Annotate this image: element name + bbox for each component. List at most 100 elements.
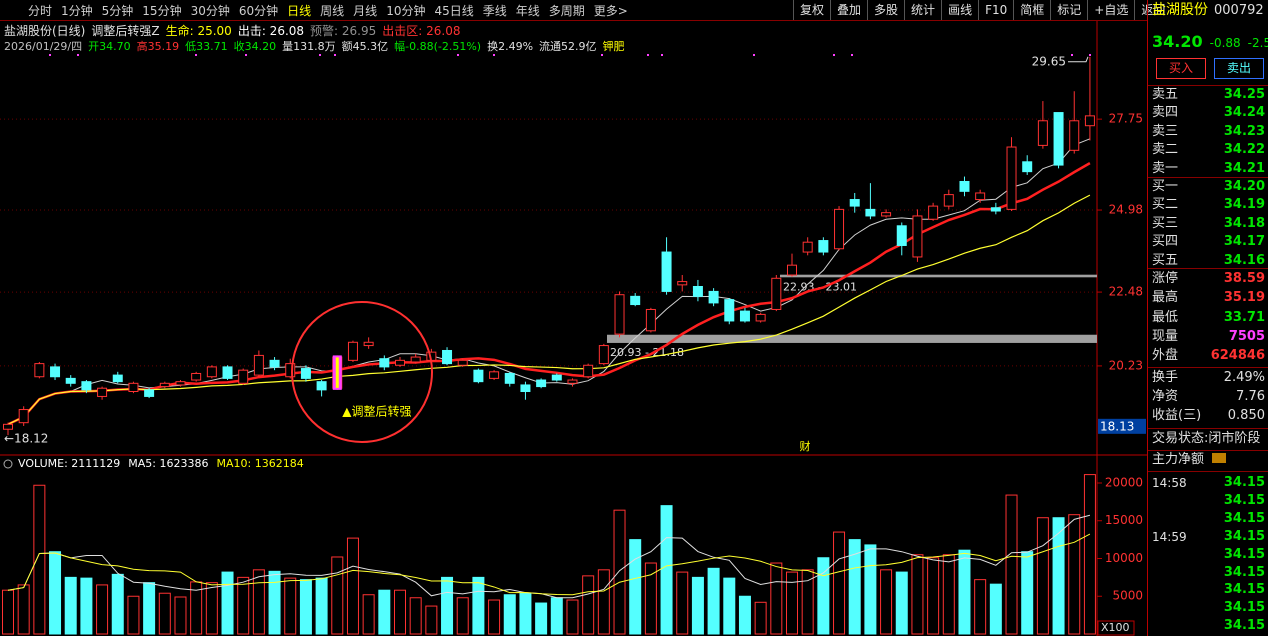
candle-body — [191, 372, 202, 381]
header-item: 出击: 26.08 — [237, 24, 305, 38]
candle-body — [128, 382, 139, 393]
fund-value: 0.850 — [1227, 408, 1265, 423]
order-book-row: 卖二 34.22 — [1152, 141, 1265, 159]
tool-button[interactable]: +自选 — [1087, 0, 1134, 20]
volume-bar — [205, 582, 218, 635]
volume-legend: MA10: 1362184 — [216, 457, 303, 470]
period-tab[interactable]: 15分钟 — [142, 3, 182, 18]
period-tab[interactable]: 60分钟 — [238, 3, 279, 18]
period-tab[interactable]: 年线 — [515, 3, 540, 18]
book-label: 卖二 — [1152, 142, 1179, 158]
trade-price: 34.15 — [1223, 475, 1265, 490]
tool-button[interactable]: 画线 — [941, 0, 978, 20]
volume-bar — [1083, 474, 1096, 635]
signal-dot — [245, 54, 247, 56]
period-tab[interactable]: 周线 — [320, 3, 345, 18]
candle-body — [1069, 120, 1080, 151]
volume-bar — [629, 539, 642, 635]
period-tab[interactable]: 日线 — [287, 3, 312, 18]
period-tab[interactable]: 10分钟 — [386, 3, 426, 18]
tool-button[interactable]: 标记 — [1050, 0, 1087, 20]
period-tab[interactable]: 30分钟 — [190, 3, 230, 18]
volume-bar — [786, 571, 798, 635]
separator — [1148, 367, 1268, 368]
candle-body — [144, 389, 155, 397]
fund-row: 收益(三) 0.850 — [1152, 407, 1265, 425]
sell-button[interactable]: 卖出 — [1214, 58, 1264, 79]
candle-body — [81, 381, 92, 391]
period-tab[interactable]: 月线 — [353, 3, 378, 18]
period-tab[interactable]: 更多> — [593, 3, 628, 18]
header-item: 高35.19 — [136, 40, 180, 53]
trade-time: 14:59 — [1152, 529, 1187, 544]
volume-bar — [237, 576, 250, 635]
period-tab[interactable]: 5分钟 — [101, 3, 134, 18]
stat-label: 外盘 — [1152, 348, 1179, 364]
y-tick-label: 22.48 — [1109, 285, 1143, 299]
y-tick-label: 20.23 — [1109, 358, 1143, 372]
candle-body — [206, 366, 217, 378]
volume-bar — [409, 597, 422, 635]
order-book-row: 买一 34.20 — [1152, 178, 1265, 196]
stat-row: 最低 33.71 — [1152, 309, 1265, 327]
tool-button[interactable]: 统计 — [904, 0, 941, 20]
book-label: 卖一 — [1152, 160, 1179, 176]
trade-price: 34.15 — [1223, 510, 1265, 526]
highlight-circle — [291, 301, 433, 443]
trade-price: 34.15 — [1223, 600, 1265, 616]
order-book-row: 买三 34.18 — [1152, 215, 1265, 233]
volume-bar — [1036, 517, 1049, 635]
tool-button[interactable]: 叠加 — [830, 0, 867, 20]
period-tab[interactable]: 1分钟 — [61, 3, 93, 18]
candle-body — [896, 225, 907, 246]
candle-body — [583, 364, 594, 378]
header-item: 收34.20 — [233, 40, 277, 53]
book-label: 卖五 — [1152, 87, 1179, 102]
tool-button[interactable]: F10 — [978, 0, 1013, 20]
tool-button[interactable]: 简框 — [1013, 0, 1050, 20]
volume-bar — [299, 579, 312, 635]
period-tabs: 分时 1分钟 5分钟 15分钟 30分钟 60分钟 日线 周线 月线 10分钟 45日线 季线 年线 多周… — [0, 2, 628, 19]
trade-row: 34.15 — [1152, 581, 1265, 599]
signal-dot — [457, 54, 459, 56]
book-price: 34.17 — [1223, 234, 1265, 250]
volume-bar — [221, 571, 234, 635]
signal-dot — [833, 54, 835, 56]
stat-label: 涨停 — [1152, 271, 1179, 286]
header-item: 换2.49% — [487, 40, 534, 53]
toolbar: 分时 1分钟 5分钟 15分钟 30分钟 60分钟 日线 周线 月线 10分钟 45日线 季线 年线 多周… — [0, 0, 1165, 21]
book-price: 34.25 — [1223, 87, 1265, 102]
fund-label: 换手 — [1152, 370, 1179, 385]
tool-button[interactable]: 多股 — [867, 0, 904, 20]
candle-body — [50, 366, 61, 378]
book-price: 34.19 — [1223, 197, 1265, 213]
period-tab[interactable]: 季线 — [482, 3, 507, 18]
trade-price: 34.15 — [1223, 564, 1265, 580]
period-tab[interactable]: 45日线 — [434, 3, 474, 18]
trade-status: 交易状态:闭市阶段 — [1152, 431, 1261, 446]
separator — [1148, 428, 1268, 429]
flow-label: 主力净额 — [1152, 452, 1205, 467]
period-tab[interactable]: 分时 — [28, 3, 53, 18]
book-label: 买二 — [1152, 197, 1179, 213]
buy-button[interactable]: 买入 — [1156, 58, 1206, 79]
volume-bar — [346, 537, 359, 635]
header-item: 量131.8万 — [282, 40, 336, 53]
volume-bar — [833, 531, 846, 635]
trade-price: 34.15 — [1223, 492, 1265, 508]
period-tab[interactable]: 多周期 — [548, 3, 585, 18]
tool-buttons: 复权 叠加 多股 统计 画线 F10 简框 标记 +自选 返回 — [793, 0, 1171, 20]
header-item: 预警: 26.95 — [310, 24, 377, 38]
trade-price: 34.15 — [1223, 618, 1265, 634]
moving-average-line — [7, 162, 1091, 426]
book-price: 34.16 — [1223, 252, 1265, 268]
volume-bar — [566, 599, 579, 635]
header-item: 盐湖股份(日线) — [4, 24, 86, 38]
volume-bar — [49, 551, 62, 635]
tool-button[interactable]: 复权 — [793, 0, 830, 20]
y-tick-label: 27.75 — [1109, 112, 1143, 126]
stat-label: 最高 — [1152, 290, 1179, 306]
candle-body — [520, 384, 531, 393]
header-item: 流通52.9亿 — [539, 40, 597, 53]
book-label: 买三 — [1152, 215, 1179, 231]
